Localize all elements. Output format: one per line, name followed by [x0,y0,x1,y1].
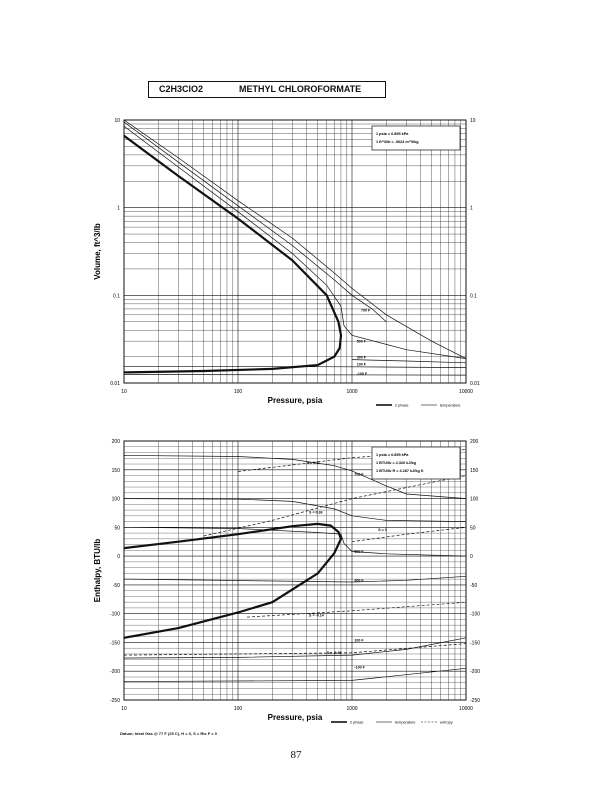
y-tick-label: 1 [117,206,120,212]
curve-label: 500 F [354,550,364,554]
legend-label: temperature [395,721,415,725]
x-tick-label: 10000 [459,389,473,395]
x-tick-label: 100 [234,706,243,712]
two-phase-curve [123,134,343,374]
legend-label: temperature [440,404,460,408]
y-tick-label: 150 [112,468,121,474]
y-tick-label: -50 [113,583,120,589]
conversion-text: 1 BTU/lb = 2.326 kJ/kg [376,461,417,465]
y-tick-label: 10 [114,118,120,124]
x-tick-label: 10000 [459,706,473,712]
x-tick-label: 10 [121,389,127,395]
y-tick-label-right: 0.1 [470,293,477,299]
y-tick-label: 50 [114,525,120,531]
curve-label: 700 F [361,309,371,313]
y-tick-label-right: 200 [470,439,479,445]
temperature-line [123,637,467,659]
y-axis-label: Enthalpy, BTU/lb [93,539,102,603]
temperature-line [123,455,467,499]
y-tick-label-right: 100 [470,497,479,503]
y-tick-label: 200 [112,439,121,445]
curve-label: 100 F [354,638,364,642]
temperature-line [123,125,467,359]
y-tick-label: -100 [110,612,120,618]
curve-label: S = 0.36 [309,511,323,515]
conversion-box [371,446,461,480]
plot-frame [123,119,467,384]
temperature-line [123,498,467,522]
curve-label: S = -0.38 [327,651,342,655]
entropy-line [351,526,467,543]
legend-label: 2 phase [350,721,364,725]
y-tick-label: 0.1 [113,293,120,299]
y-tick-label-right: -200 [470,669,480,675]
temperature-line [123,575,467,583]
x-tick-label: 1000 [346,706,357,712]
temperature-line [123,374,467,376]
temperature-line [123,667,467,682]
curve-label: S = 0 [378,528,387,532]
chart-enthalpy: 200 200 150 150 100 100 50 50 0 0 -50 -50 -100 -100 -1… [93,439,480,725]
temperature-line [123,121,387,322]
conversion-box [371,125,461,151]
chart-title-box: C2H3ClO2 METHYL CHLOROFORMATE [148,81,386,98]
curve-label: 700 F [354,473,364,477]
page-number: 87 [290,749,302,761]
entropy-line [246,601,467,618]
y-tick-label-right: 1 [470,206,473,212]
curve-label: -100 F [357,372,368,376]
curve-label: -100 F [354,665,365,669]
chart-volume: 0.01 0.01 0.1 0.1 1 1 10 10 10 100 1000 10000 Pressu… [93,118,480,408]
y-tick-label: -200 [110,669,120,675]
y-tick-label: -250 [110,698,120,704]
entropy-line [203,475,467,537]
chemical-name: METHYL CHLOROFORMATE [239,84,362,94]
temperature-line [351,359,467,364]
conversion-text: 1 ft^3/lb = .0624 m^3/kg [376,140,419,144]
curve-label: S = 0.11 [307,461,320,465]
conversion-text: 1 psia = 6.895 kPa [376,453,409,457]
conversion-text: 1 psia = 6.895 kPa [376,132,409,136]
plot-frame [123,440,467,701]
curve-label: 100 F [357,363,367,367]
curve-label: 500 F [357,339,367,343]
curve-label: S = -0.14 [309,614,324,618]
y-tick-label: -150 [110,640,120,646]
y-tick-label-right: 50 [470,525,476,531]
temperature-line [123,365,467,368]
y-tick-label-right: -50 [470,583,477,589]
two-phase-curve [123,522,343,639]
curve-label: 300 F [357,356,367,360]
y-tick-label-right: 0 [470,554,473,560]
footnote: Datum: Ideal Gas @ 77 F (25 C), H = 0, S… [120,731,217,736]
y-tick-label: 100 [112,497,121,503]
conversion-text: 1 BTU/lb R = 4.187 kJ/kg K [376,469,424,473]
x-tick-label: 10 [121,706,127,712]
x-tick-label: 1000 [346,389,357,395]
x-axis-label: Pressure, psia [268,396,323,405]
x-axis-label: Pressure, psia [268,713,323,722]
y-tick-label-right: 0.01 [470,381,480,387]
temperature-line [123,526,467,557]
y-tick-label-right: 150 [470,468,479,474]
x-tick-label: 100 [234,389,243,395]
chemical-formula: C2H3ClO2 [159,84,204,94]
y-axis-label: Volume, ft^3/lb [93,223,102,280]
y-tick-label: 0.01 [110,381,120,387]
legend-label: entropy [440,721,453,725]
y-tick-label-right: -250 [470,698,480,704]
legend-label: 2 phase [395,404,409,408]
y-tick-label-right: -100 [470,612,480,618]
y-tick-label-right: -150 [470,640,480,646]
entropy-line [123,643,467,656]
y-tick-label: 0 [117,554,120,560]
curve-label: 300 F [354,578,364,582]
temperature-line [123,119,467,359]
y-tick-label-right: 10 [470,118,476,124]
